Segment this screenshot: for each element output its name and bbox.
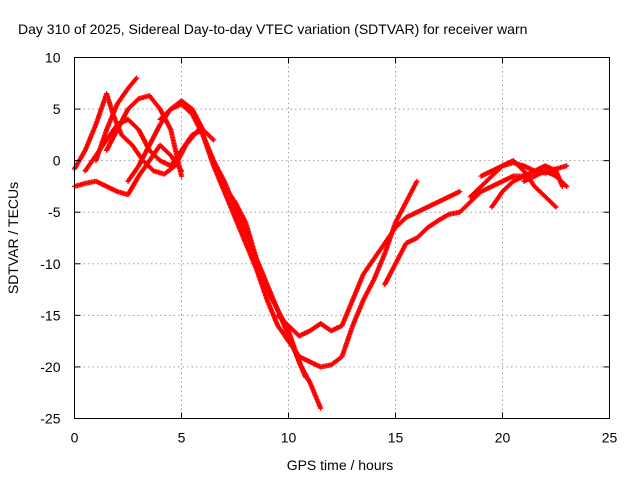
y-tick-label: -15	[40, 307, 60, 323]
series-sat-k	[382, 173, 527, 288]
y-tick-label: 5	[53, 101, 61, 117]
y-tick-label: -10	[40, 256, 60, 272]
x-tick-label: 20	[495, 430, 511, 446]
y-tick-label: -20	[40, 359, 60, 375]
series-sat-e	[93, 75, 140, 164]
series-sat-d	[104, 93, 185, 179]
grid	[74, 57, 610, 419]
y-tick-label: -25	[40, 411, 60, 427]
plot-frame	[74, 57, 610, 419]
x-tick-label: 5	[178, 430, 186, 446]
x-tick-label: 0	[71, 430, 79, 446]
series-sat-j	[275, 188, 463, 339]
y-tick-label: 10	[45, 50, 61, 66]
y-tick-label: 0	[53, 153, 61, 169]
axis-ticks: 0 5 10 15 20 25 10 5 0 -5 -10 -15 -20 -25	[40, 50, 617, 446]
x-tick-label: 10	[281, 430, 297, 446]
series-sat-o	[521, 168, 570, 190]
x-axis-label: GPS time / hours	[287, 457, 394, 473]
x-tick-label: 25	[602, 430, 618, 446]
y-tick-label: -5	[48, 204, 61, 220]
chart-title: Day 310 of 2025, Sidereal Day-to-day VTE…	[18, 21, 527, 37]
x-tick-label: 15	[388, 430, 404, 446]
series-sat-i	[221, 183, 309, 380]
data-points	[71, 75, 570, 411]
y-axis-label: SDTVAR / TECUs	[5, 182, 21, 294]
